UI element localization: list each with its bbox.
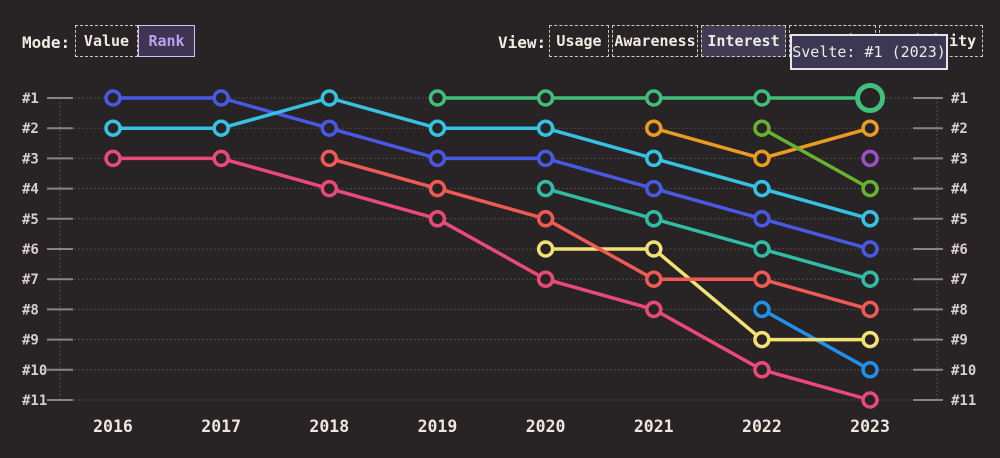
data-point-yellow[interactable] bbox=[861, 330, 879, 349]
rank-label-left: #4 bbox=[22, 182, 39, 198]
data-point-cyan[interactable] bbox=[861, 210, 879, 228]
data-point-cyan[interactable] bbox=[428, 119, 447, 137]
series-line-salmon bbox=[327, 156, 872, 312]
data-point-svelte[interactable] bbox=[645, 89, 663, 107]
data-point-pink[interactable] bbox=[536, 270, 555, 288]
data-point-salmon[interactable] bbox=[536, 210, 555, 228]
data-point-pink[interactable] bbox=[645, 300, 663, 319]
rank-label-right: #8 bbox=[951, 302, 968, 318]
year-label: 2019 bbox=[418, 417, 458, 436]
data-point-cyan[interactable] bbox=[320, 89, 339, 107]
data-point-purple[interactable] bbox=[861, 149, 879, 168]
data-point-amber[interactable] bbox=[861, 119, 879, 137]
rank-label-right: #1 bbox=[951, 91, 968, 107]
series-line-cyan bbox=[111, 96, 872, 221]
data-point-blue[interactable] bbox=[861, 240, 879, 258]
data-point-sky[interactable] bbox=[753, 300, 771, 319]
rank-label-right: #11 bbox=[951, 393, 976, 409]
data-point-blue[interactable] bbox=[104, 89, 122, 107]
view-option-interest[interactable]: Interest bbox=[701, 25, 786, 57]
data-point-salmon[interactable] bbox=[320, 149, 339, 168]
data-point-cyan[interactable] bbox=[536, 119, 555, 137]
year-label: 2022 bbox=[742, 417, 782, 436]
year-label: 2020 bbox=[526, 417, 566, 436]
series-line-olive bbox=[760, 126, 872, 191]
rank-label-left: #10 bbox=[22, 363, 47, 379]
data-point-blue[interactable] bbox=[645, 179, 663, 198]
data-point-highlighted-svelte[interactable] bbox=[855, 83, 886, 113]
series-line-pink bbox=[111, 156, 872, 402]
rank-label-left: #9 bbox=[22, 333, 39, 349]
data-point-olive[interactable] bbox=[753, 119, 771, 137]
data-point-svelte[interactable] bbox=[753, 89, 771, 107]
data-point-teal[interactable] bbox=[645, 210, 663, 228]
rank-label-right: #10 bbox=[951, 363, 976, 379]
rank-label-left: #11 bbox=[22, 393, 47, 409]
series-line-blue bbox=[111, 96, 872, 251]
data-point-pink[interactable] bbox=[861, 391, 879, 409]
data-point-blue[interactable] bbox=[753, 210, 771, 228]
year-label: 2021 bbox=[634, 417, 674, 436]
data-point-salmon[interactable] bbox=[645, 270, 663, 288]
data-point-pink[interactable] bbox=[753, 361, 771, 379]
data-point-amber[interactable] bbox=[753, 149, 771, 168]
rank-label-left: #2 bbox=[22, 121, 39, 137]
mode-label: Mode: bbox=[22, 33, 71, 52]
data-point-cyan[interactable] bbox=[212, 119, 230, 137]
rank-label-right: #9 bbox=[951, 333, 968, 349]
data-point-svelte[interactable] bbox=[428, 89, 447, 107]
data-point-blue[interactable] bbox=[212, 89, 230, 107]
year-label: 2016 bbox=[93, 417, 133, 436]
data-point-blue[interactable] bbox=[320, 119, 339, 137]
series-line-teal bbox=[543, 186, 872, 281]
year-label: 2018 bbox=[309, 417, 349, 436]
data-point-blue[interactable] bbox=[536, 149, 555, 168]
data-point-amber[interactable] bbox=[645, 119, 663, 137]
data-point-yellow[interactable] bbox=[645, 240, 663, 258]
tooltip: Svelte: #1 (2023) bbox=[790, 34, 948, 70]
data-point-pink[interactable] bbox=[428, 210, 447, 228]
data-point-pink[interactable] bbox=[320, 179, 339, 198]
data-point-svelte[interactable] bbox=[536, 89, 555, 107]
rank-label-right: #3 bbox=[951, 151, 968, 167]
data-point-blue[interactable] bbox=[428, 149, 447, 168]
data-point-pink[interactable] bbox=[104, 149, 122, 168]
year-label: 2023 bbox=[850, 417, 890, 436]
mode-option-rank[interactable]: Rank bbox=[138, 25, 195, 57]
rank-label-left: #5 bbox=[22, 212, 39, 228]
data-point-cyan[interactable] bbox=[645, 149, 663, 168]
rank-label-left: #7 bbox=[22, 272, 39, 288]
data-point-salmon[interactable] bbox=[428, 179, 447, 198]
data-point-cyan[interactable] bbox=[753, 179, 771, 198]
data-point-teal[interactable] bbox=[861, 270, 879, 288]
rank-label-right: #2 bbox=[951, 121, 968, 137]
data-point-olive[interactable] bbox=[861, 179, 879, 198]
year-label: 2017 bbox=[201, 417, 241, 436]
data-point-yellow[interactable] bbox=[536, 240, 555, 258]
rank-label-left: #1 bbox=[22, 91, 39, 107]
view-option-usage[interactable]: Usage bbox=[549, 25, 609, 57]
data-point-yellow[interactable] bbox=[753, 330, 771, 349]
view-option-awareness[interactable]: Awareness bbox=[612, 25, 698, 57]
rank-label-right: #6 bbox=[951, 242, 968, 258]
rank-label-left: #6 bbox=[22, 242, 39, 258]
data-point-sky[interactable] bbox=[861, 361, 879, 379]
rank-label-left: #3 bbox=[22, 151, 39, 167]
rank-label-right: #4 bbox=[951, 182, 968, 198]
mode-option-value[interactable]: Value bbox=[75, 25, 138, 57]
data-point-teal[interactable] bbox=[536, 179, 555, 198]
data-point-salmon[interactable] bbox=[753, 270, 771, 288]
data-point-salmon[interactable] bbox=[861, 300, 879, 319]
rank-label-left: #8 bbox=[22, 302, 39, 318]
data-point-cyan[interactable] bbox=[104, 119, 122, 137]
rank-label-right: #7 bbox=[951, 272, 968, 288]
view-label: View: bbox=[498, 33, 547, 52]
data-point-pink[interactable] bbox=[212, 149, 230, 168]
rank-label-right: #5 bbox=[951, 212, 968, 228]
data-point-teal[interactable] bbox=[753, 240, 771, 258]
